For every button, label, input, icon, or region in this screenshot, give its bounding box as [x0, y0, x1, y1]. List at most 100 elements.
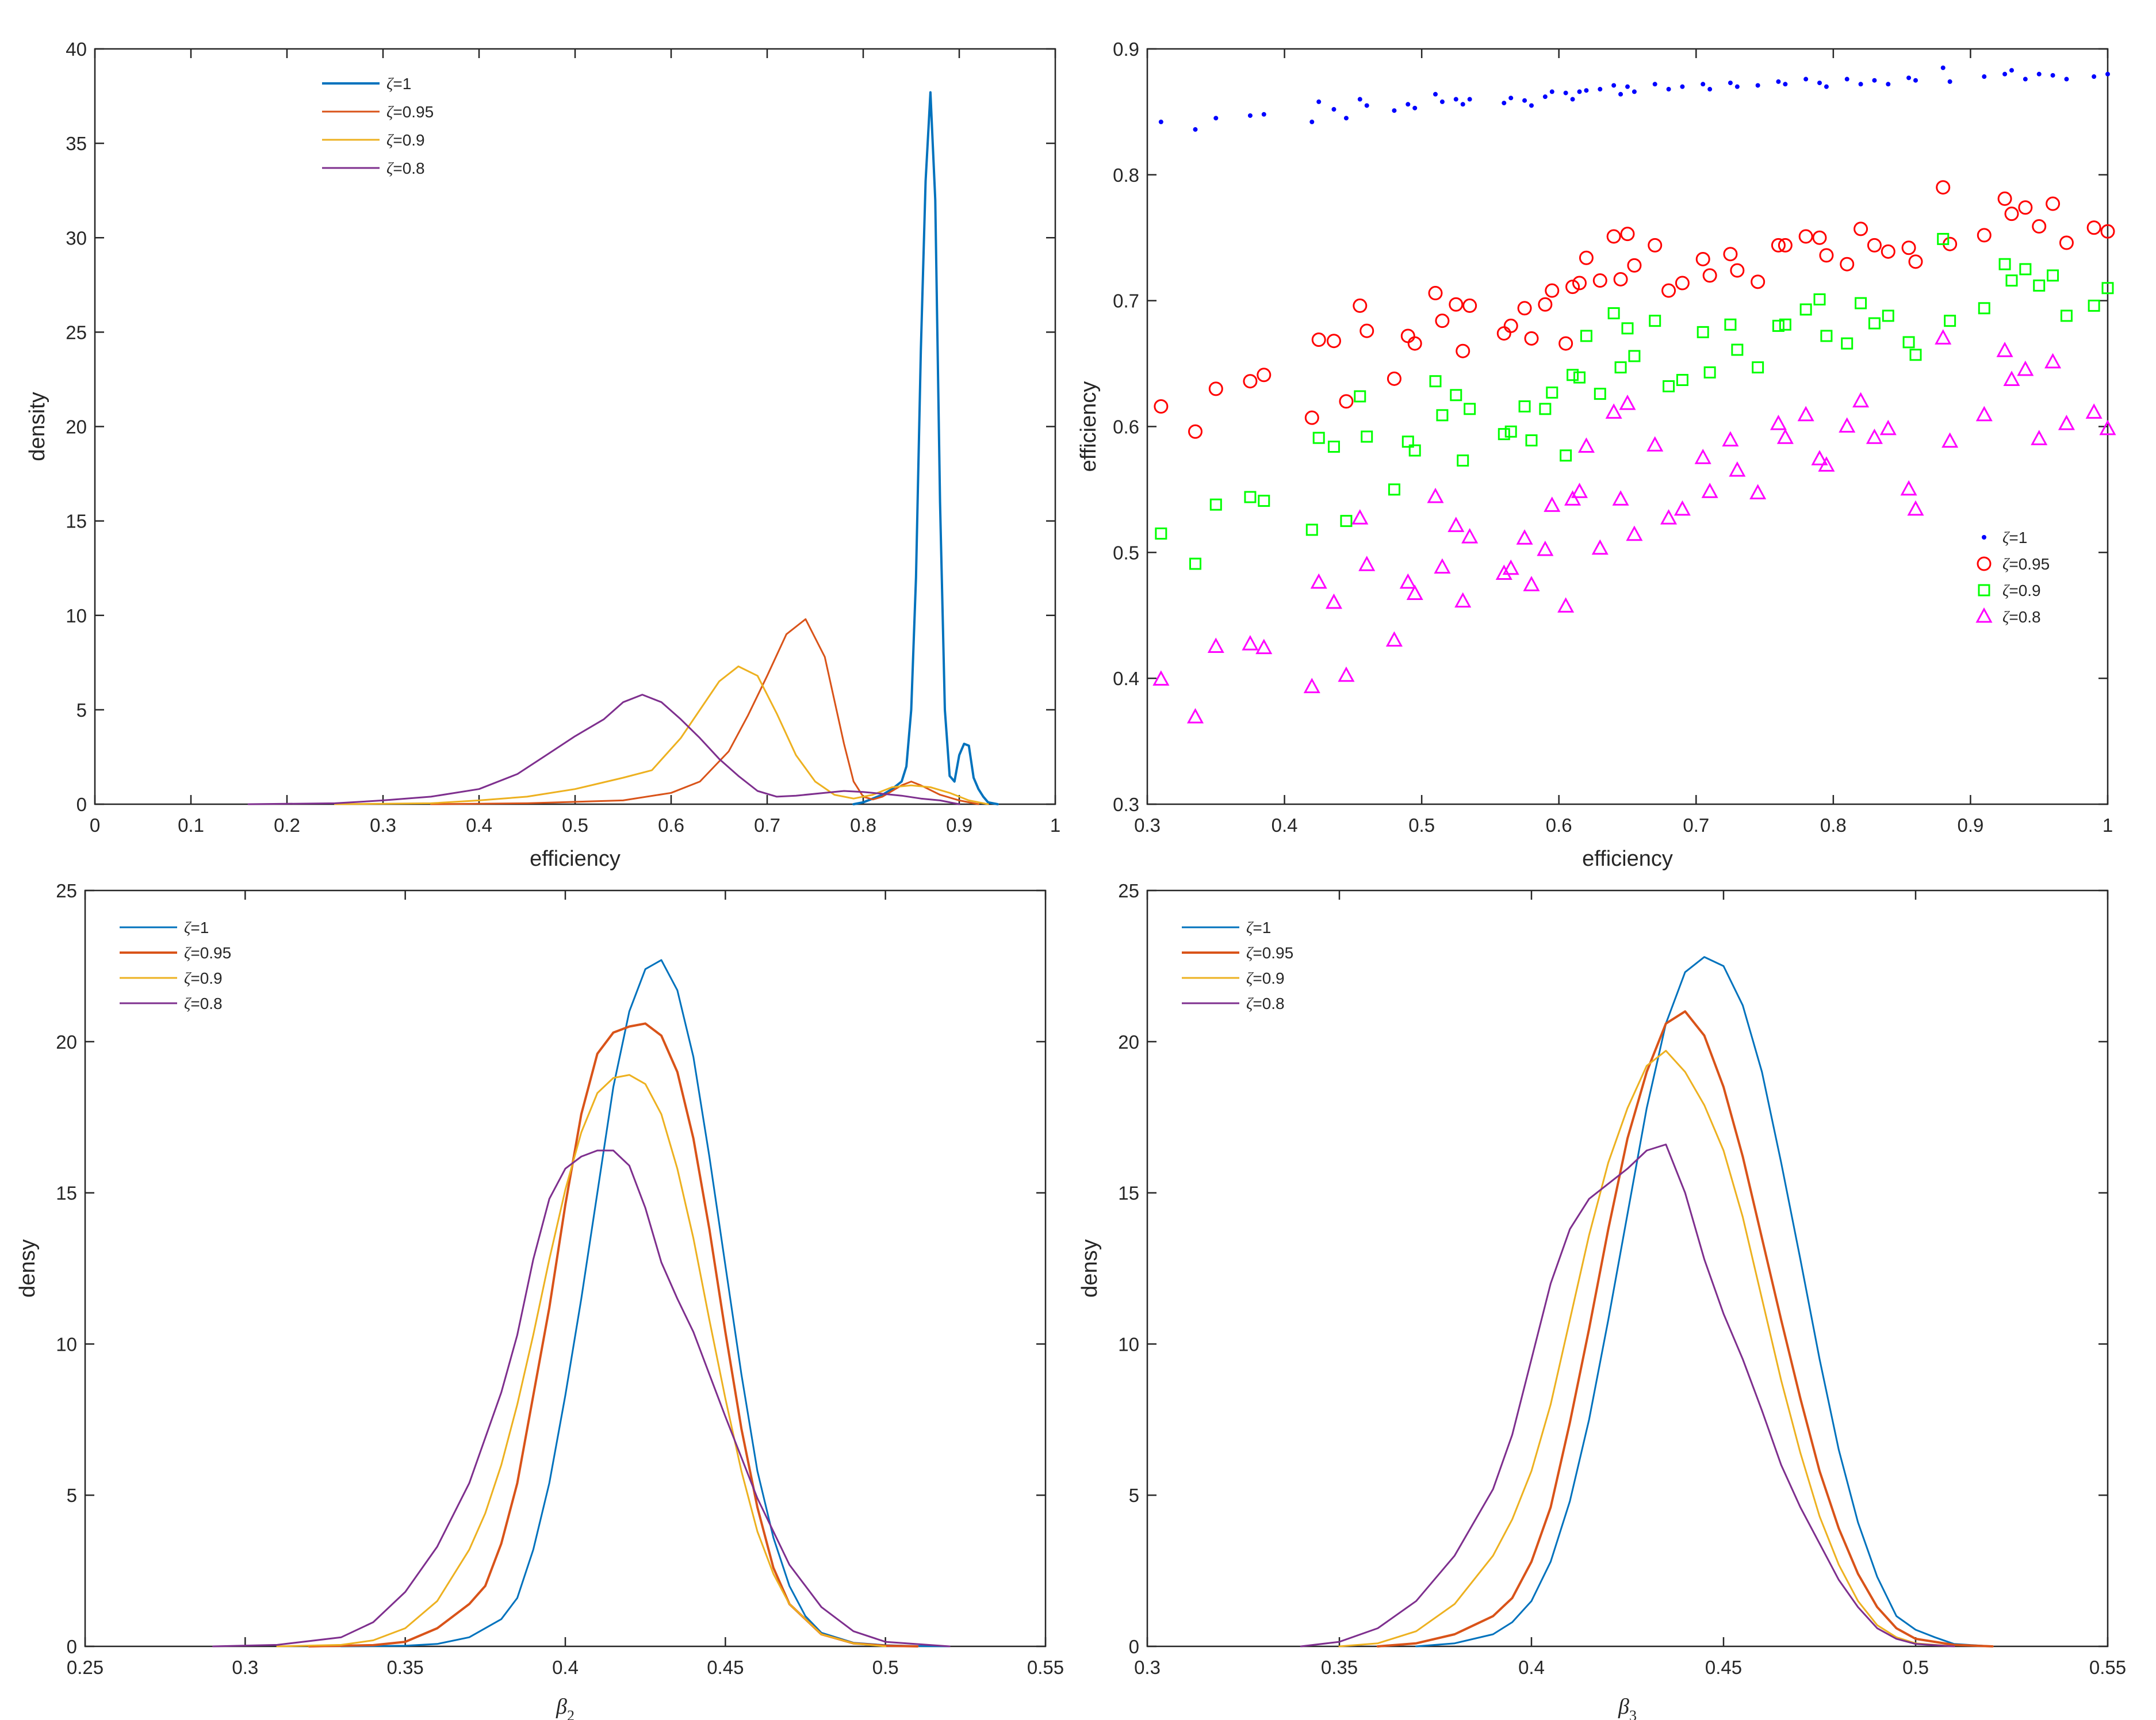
- point-circle: [1977, 228, 1992, 243]
- x-tick-label: 0.35: [1321, 1657, 1358, 1678]
- point-square: [2033, 279, 2046, 292]
- point-triangle: [1338, 666, 1355, 682]
- point-circle: [1675, 276, 1690, 291]
- point-square: [1902, 336, 1915, 349]
- point-triangle: [1770, 414, 1787, 430]
- y-axis-label: densy: [1078, 1239, 1102, 1297]
- x-tick-label: 1: [2103, 815, 2113, 836]
- point-triangle: [1434, 558, 1451, 574]
- point-triangle: [2099, 419, 2116, 435]
- legend-label: ζ=0.9: [2002, 582, 2041, 600]
- legend-value: =0.9: [2009, 582, 2040, 599]
- point-square: [1244, 491, 1257, 503]
- point-circle: [1606, 229, 1621, 244]
- point-square: [1573, 371, 1586, 384]
- point-square: [1518, 400, 1531, 412]
- y-tick-label: 15: [1118, 1183, 1139, 1204]
- point-dot: [1357, 97, 1362, 102]
- y-tick-label: 0.9: [1113, 39, 1139, 60]
- point-dot: [1844, 77, 1849, 82]
- y-tick-label: 0: [1129, 1636, 1139, 1657]
- point-triangle: [1818, 456, 1835, 472]
- point-triangle: [1461, 528, 1479, 544]
- x-tick-label: 0.4: [1272, 815, 1298, 836]
- point-circle: [1613, 272, 1628, 286]
- point-dot: [1508, 95, 1514, 101]
- legend-value: =0.9: [1253, 969, 1284, 987]
- legend-marker: [1975, 607, 1993, 623]
- y-tick-label: 0.8: [1113, 165, 1139, 186]
- legend-item: ζ=0.95: [1182, 944, 1293, 962]
- point-dot: [1872, 78, 1877, 83]
- point-triangle: [1646, 436, 1664, 452]
- point-triangle: [1866, 429, 1883, 444]
- legend-value: =0.95: [190, 944, 231, 962]
- legend-item: ζ=0.8: [1182, 995, 1285, 1013]
- x-tick-label: 0.7: [754, 815, 780, 836]
- point-circle: [2032, 219, 2047, 234]
- legend-label: ζ=0.95: [184, 944, 231, 962]
- point-triangle: [1660, 509, 1678, 525]
- point-dot: [1598, 87, 1603, 92]
- point-square: [1697, 326, 1709, 338]
- point-dot: [1193, 127, 1198, 132]
- point-square: [1258, 495, 1270, 507]
- point-triangle: [1495, 564, 1512, 580]
- point-square: [1340, 515, 1353, 528]
- y-tick-label: 10: [56, 1333, 77, 1355]
- point-square: [1594, 388, 1606, 400]
- point-circle: [1257, 368, 1272, 383]
- point-triangle: [1186, 708, 1204, 724]
- legend-item: ζ=1: [1982, 529, 2027, 547]
- x-tick-label: 0.3: [1134, 815, 1161, 836]
- legend-item: ζ=0.9: [322, 131, 425, 150]
- point-circle: [1798, 229, 1813, 244]
- y-tick-label: 15: [56, 1183, 77, 1204]
- x-tick-label: 0.3: [232, 1657, 258, 1678]
- point-triangle: [1605, 403, 1622, 419]
- point-square: [1909, 349, 1922, 361]
- legend-label: ζ=1: [1246, 919, 1271, 937]
- legend-marker: [1978, 584, 1990, 597]
- x-tick-label: 0.45: [1705, 1657, 1742, 1678]
- point-dot: [1309, 119, 1315, 124]
- legend-symbol: ζ: [184, 995, 192, 1013]
- point-dot: [1412, 105, 1418, 110]
- point-circle: [1702, 268, 1717, 283]
- point-circle: [1723, 247, 1738, 262]
- x-tick-label: 0: [90, 815, 100, 836]
- point-dot: [1913, 78, 1918, 83]
- y-tick-label: 0: [67, 1636, 77, 1657]
- legend-symbol: ζ: [386, 132, 394, 150]
- point-square: [1772, 319, 1784, 332]
- point-dot: [1755, 83, 1760, 88]
- point-dot: [1406, 102, 1411, 107]
- x-tick-label: 0.6: [658, 815, 684, 836]
- y-tick-label: 25: [66, 322, 87, 343]
- point-dot: [2036, 71, 2042, 77]
- point-dot: [1982, 74, 1987, 79]
- point-triangle: [1996, 342, 2013, 357]
- point-triangle: [1516, 529, 1533, 545]
- point-triangle: [1591, 539, 1609, 555]
- legend-symbol: ζ: [184, 945, 192, 962]
- scatter-series: [1155, 232, 2114, 570]
- legend-value: =0.8: [190, 995, 222, 1012]
- point-square: [1560, 449, 1572, 462]
- point-square: [1327, 441, 1340, 453]
- legend-item: ζ=1: [322, 75, 411, 93]
- point-circle: [1538, 297, 1553, 312]
- x-tick-label: 0.55: [2089, 1657, 2126, 1678]
- point-dot: [1803, 77, 1809, 82]
- point-dot: [1529, 103, 1534, 108]
- point-square: [1937, 232, 1950, 245]
- point-circle: [1648, 238, 1663, 253]
- point-square: [1724, 318, 1737, 331]
- point-square: [1464, 403, 1476, 415]
- point-dot: [1680, 84, 1685, 89]
- point-dot: [1906, 75, 1912, 81]
- point-triangle: [1839, 417, 1856, 433]
- plot-area: [84, 889, 1047, 1648]
- point-triangle: [1242, 635, 1259, 651]
- series-line: [852, 91, 999, 805]
